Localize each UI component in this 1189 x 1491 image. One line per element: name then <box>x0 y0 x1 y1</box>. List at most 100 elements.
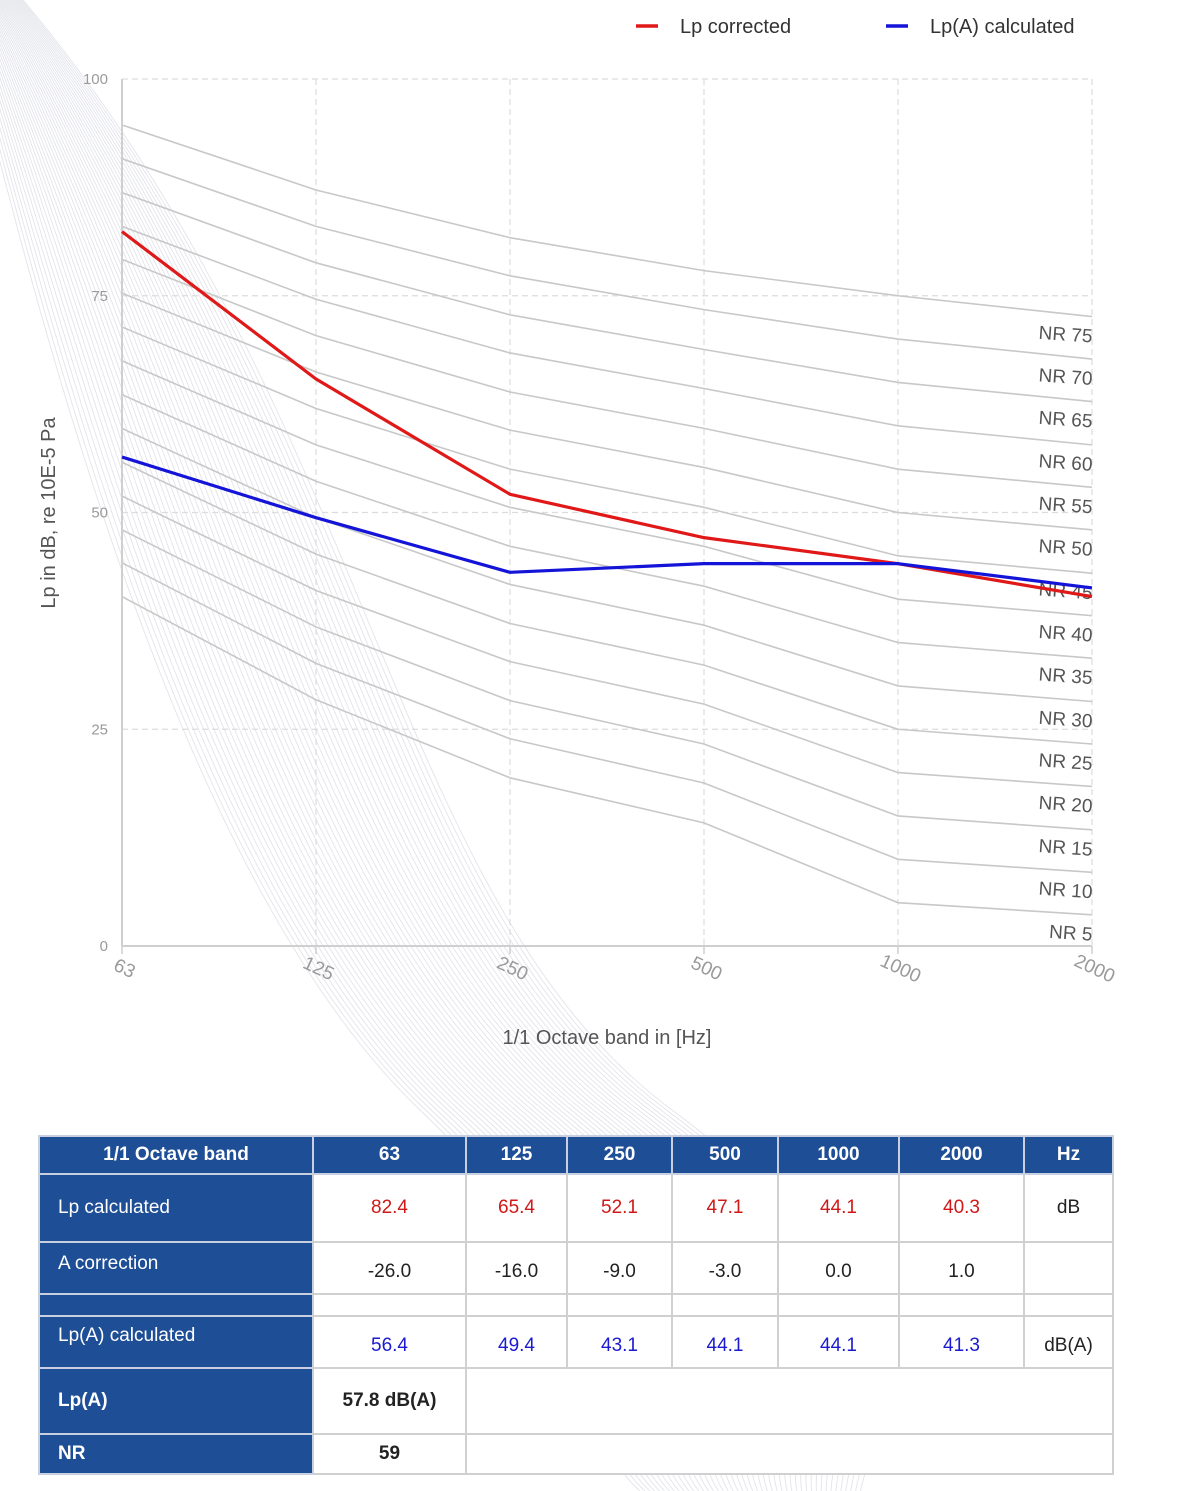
nr-curve-label: NR 70 <box>1038 365 1093 390</box>
chart-legend: Lp corrected Lp(A) calculated <box>636 16 1075 38</box>
y-tick-label: 0 <box>100 938 108 955</box>
nr-curve-label: NR 5 <box>1048 922 1093 946</box>
row-label-lp-calculated: Lp calculated <box>38 1173 314 1243</box>
empty-cell <box>465 1433 1114 1475</box>
header-unit: Hz <box>1023 1135 1114 1175</box>
nr-curve-label: NR 65 <box>1038 408 1093 433</box>
a-correction-250: -9.0 <box>566 1241 673 1295</box>
chart-axes: 0 25 50 75 100 63 125 250 500 1000 2000 <box>83 71 1118 987</box>
nr-curve <box>121 124 1093 318</box>
y-tick-label: 50 <box>91 505 108 522</box>
lp-calculated-unit: dB <box>1023 1173 1114 1243</box>
nr-curve-label: NR 20 <box>1038 793 1093 818</box>
table-row-lpa-calculated: Lp(A) calculated 56.4 49.4 43.1 44.1 44.… <box>38 1315 1114 1369</box>
nr-curve <box>121 461 1093 745</box>
nr-curve-label: NR 25 <box>1038 750 1093 775</box>
nr-curve <box>121 360 1093 617</box>
spacer-row-label <box>38 1293 314 1317</box>
spacer-cell <box>671 1293 779 1317</box>
x-tick-label: 500 <box>688 953 726 985</box>
lpa-calculated-250: 43.1 <box>566 1315 673 1369</box>
nr-curve-label: NR 10 <box>1038 879 1093 904</box>
nr-curve-label: NR 50 <box>1038 536 1093 561</box>
nr-curve <box>121 562 1093 874</box>
y-tick-label: 100 <box>83 71 108 88</box>
a-correction-2000: 1.0 <box>898 1241 1025 1295</box>
table-row-lp-calculated: Lp calculated 82.4 65.4 52.1 47.1 44.1 4… <box>38 1173 1114 1243</box>
row-label-nr: NR <box>38 1433 314 1475</box>
x-tick-label: 63 <box>110 955 138 983</box>
header-band-250: 250 <box>566 1135 673 1175</box>
spacer-cell <box>312 1293 467 1317</box>
nr-curve <box>121 258 1093 489</box>
nr-curve <box>121 158 1093 360</box>
header-band-500: 500 <box>671 1135 779 1175</box>
empty-cell <box>465 1367 1114 1435</box>
lpa-calculated-unit: dB(A) <box>1023 1315 1114 1369</box>
nr-curve-label: NR 40 <box>1038 622 1093 647</box>
lpa-total-value: 57.8 dB(A) <box>312 1367 467 1435</box>
nr-curve <box>121 191 1093 403</box>
nr-curve-label: NR 75 <box>1038 323 1093 348</box>
lpa-calculated-2000: 41.3 <box>898 1315 1025 1369</box>
lpa-calculated-500: 44.1 <box>671 1315 779 1369</box>
x-tick-label: 125 <box>300 953 338 985</box>
nr-curve <box>121 292 1093 531</box>
a-correction-unit <box>1023 1241 1114 1295</box>
series-line <box>121 455 1093 590</box>
lpa-calculated-1000: 44.1 <box>777 1315 900 1369</box>
nr-curve-label: NR 60 <box>1038 451 1093 476</box>
y-tick-label: 75 <box>91 288 108 305</box>
table-row-a-correction: A correction -26.0 -16.0 -9.0 -3.0 0.0 1… <box>38 1241 1114 1295</box>
lpa-calculated-125: 49.4 <box>465 1315 568 1369</box>
spacer-cell <box>898 1293 1025 1317</box>
table-row-nr: NR 59 <box>38 1433 1114 1475</box>
nr-curve <box>121 529 1093 831</box>
lp-calculated-125: 65.4 <box>465 1173 568 1243</box>
nr-curve-label: NR 15 <box>1038 836 1093 861</box>
nr-curve <box>121 225 1093 446</box>
lp-calculated-1000: 44.1 <box>777 1173 900 1243</box>
a-correction-63: -26.0 <box>312 1241 467 1295</box>
x-tick-label: 2000 <box>1071 951 1118 988</box>
data-series <box>121 230 1093 599</box>
row-label-lpa-calculated: Lp(A) calculated <box>38 1315 314 1369</box>
nr-curve <box>121 427 1093 703</box>
a-correction-1000: 0.0 <box>777 1241 900 1295</box>
lp-calculated-500: 47.1 <box>671 1173 779 1243</box>
table-row-lpa-total: Lp(A) 57.8 dB(A) <box>38 1367 1114 1435</box>
nr-curve-label: NR 35 <box>1038 664 1093 689</box>
header-octave-band: 1/1 Octave band <box>38 1135 314 1175</box>
lp-calculated-2000: 40.3 <box>898 1173 1025 1243</box>
y-axis-title: Lp in dB, re 10E-5 Pa <box>38 417 60 609</box>
legend-label: Lp(A) calculated <box>930 16 1075 38</box>
nr-curve-label: NR 30 <box>1038 708 1093 733</box>
row-label-lpa-total: Lp(A) <box>38 1367 314 1435</box>
legend-label: Lp corrected <box>680 16 791 38</box>
nr-curve <box>121 393 1093 659</box>
x-tick-label: 1000 <box>877 951 924 988</box>
x-tick-label: 250 <box>494 953 532 985</box>
y-tick-label: 25 <box>91 721 108 738</box>
results-table: 1/1 Octave band 63 125 250 500 1000 2000… <box>38 1135 1114 1475</box>
spacer-cell <box>566 1293 673 1317</box>
spacer-cell <box>777 1293 900 1317</box>
nr-curve <box>121 495 1093 788</box>
row-label-a-correction: A correction <box>38 1241 314 1295</box>
nr-curve <box>121 595 1093 916</box>
nr-curve <box>121 326 1093 574</box>
header-band-63: 63 <box>312 1135 467 1175</box>
spacer-cell <box>1023 1293 1114 1317</box>
header-band-125: 125 <box>465 1135 568 1175</box>
header-band-1000: 1000 <box>777 1135 900 1175</box>
table-spacer-row <box>38 1293 1114 1317</box>
a-correction-125: -16.0 <box>465 1241 568 1295</box>
lp-calculated-63: 82.4 <box>312 1173 467 1243</box>
spacer-cell <box>465 1293 568 1317</box>
header-band-2000: 2000 <box>898 1135 1025 1175</box>
table-header-row: 1/1 Octave band 63 125 250 500 1000 2000… <box>38 1135 1114 1175</box>
series-line <box>121 230 1093 599</box>
nr-curve-label: NR 55 <box>1038 494 1093 519</box>
